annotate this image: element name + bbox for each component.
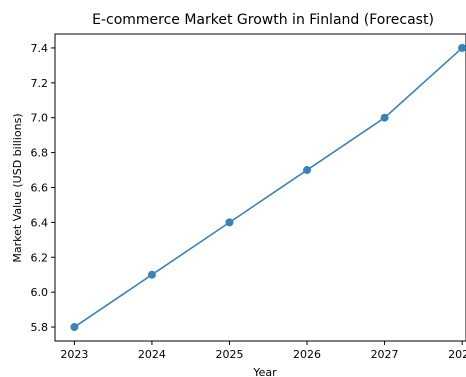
series-layer (70, 43, 466, 332)
x-tick-label: 2025 (215, 348, 243, 361)
series-line (73, 47, 463, 328)
x-tick-label: 2027 (371, 348, 399, 361)
plot-area-frame (54, 33, 466, 342)
data-point (70, 323, 79, 332)
x-tick-label: 2023 (60, 348, 88, 361)
y-axis-label: Market Value (USD billions) (11, 113, 24, 262)
x-tick-label: 2028 (448, 348, 466, 361)
data-point (303, 166, 312, 175)
x-tick-label: 2024 (138, 348, 166, 361)
data-point (225, 218, 234, 227)
x-axis-label: Year (252, 366, 277, 377)
data-point (458, 43, 466, 52)
y-axis: 5.8 6.0 6.2 6.4 6.6 6.8 7.0 7.2 7.4 (31, 42, 55, 334)
y-tick-label: 6.4 (31, 216, 49, 229)
y-tick-label: 5.8 (31, 321, 49, 334)
y-tick-label: 6.2 (31, 251, 49, 264)
x-axis: 2023 2024 2025 2026 2027 2028 (60, 341, 466, 361)
y-tick-label: 6.6 (31, 182, 49, 195)
data-point (380, 113, 389, 122)
y-tick-label: 6.8 (31, 147, 49, 160)
y-tick-label: 7.2 (31, 77, 49, 90)
y-tick-label: 6.0 (31, 286, 49, 299)
x-tick-label: 2026 (293, 348, 321, 361)
y-tick-label: 7.0 (31, 112, 49, 125)
chart-title: E-commerce Market Growth in Finland (For… (92, 12, 434, 28)
y-tick-label: 7.4 (31, 42, 49, 55)
data-point (147, 270, 156, 279)
